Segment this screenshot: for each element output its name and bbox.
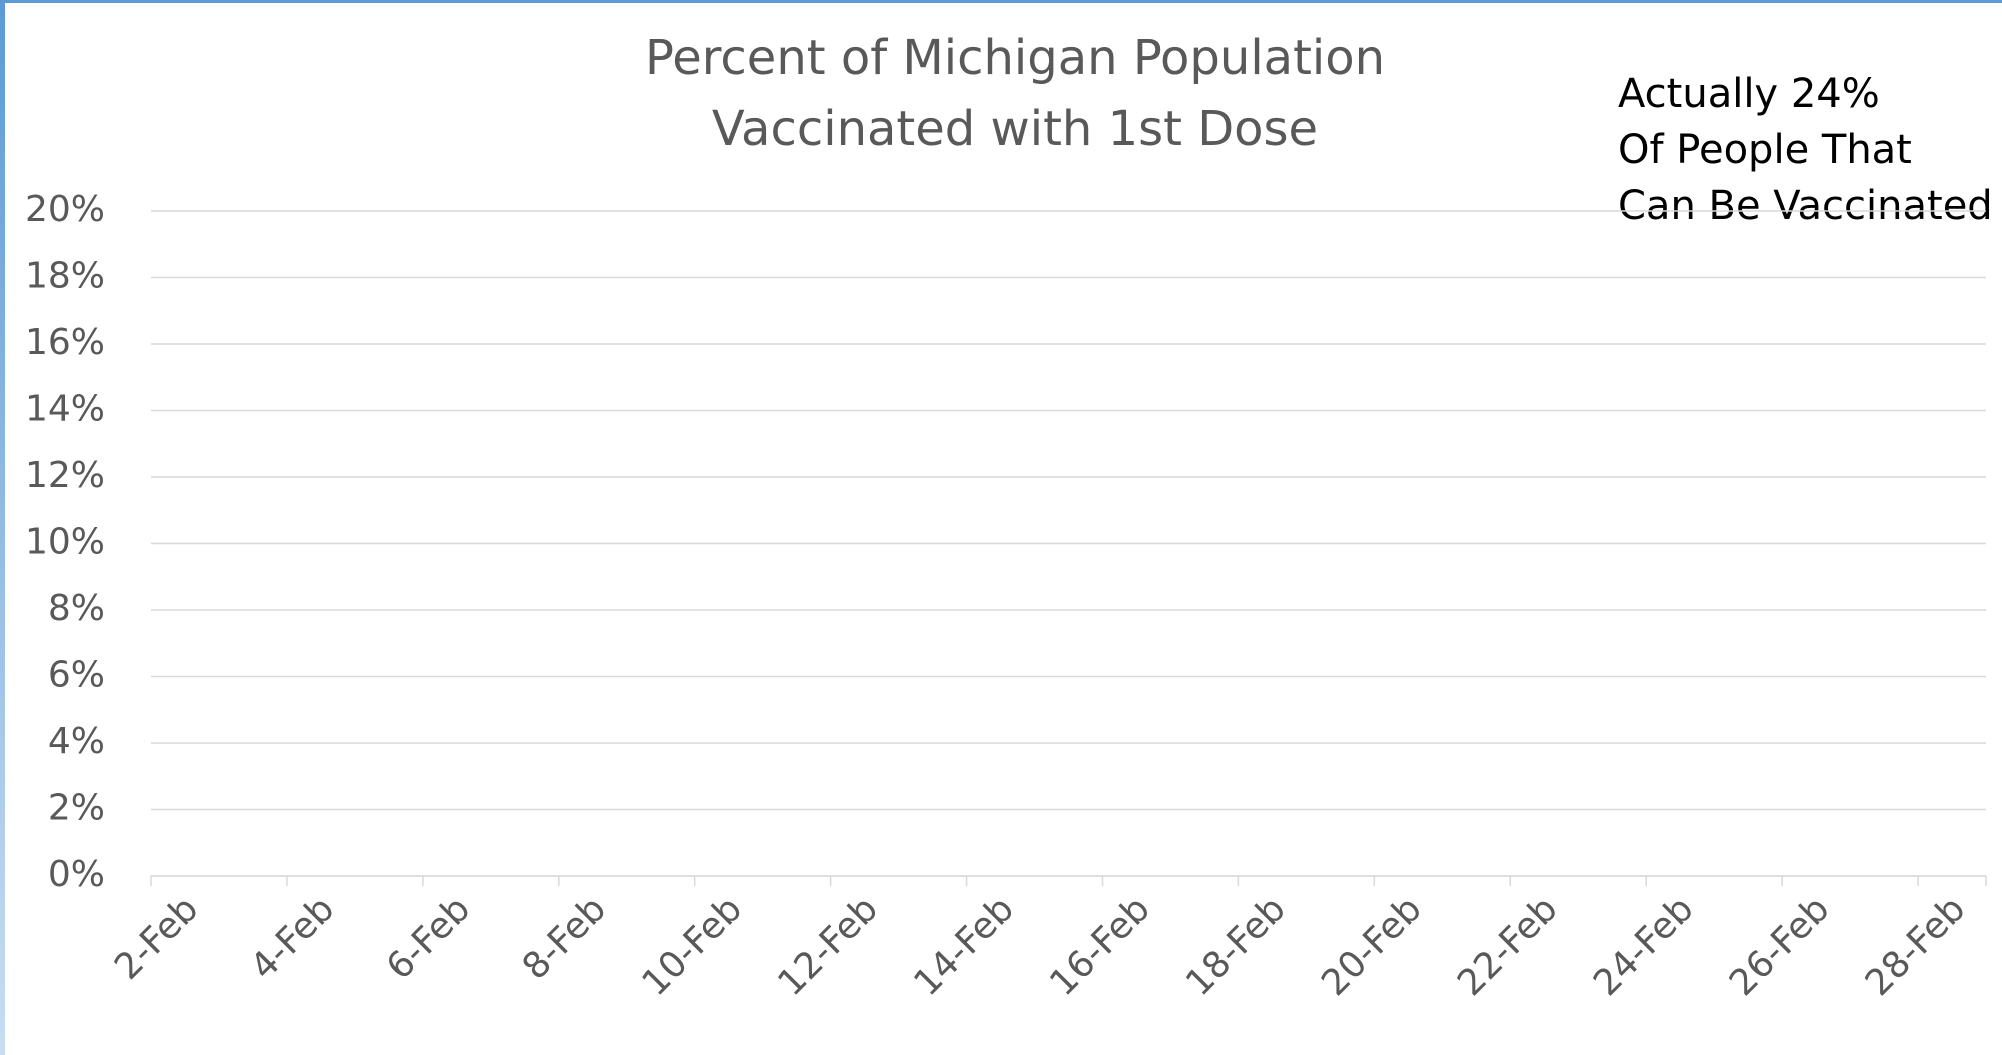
y-tick-label: 16% (25, 322, 105, 363)
y-tick-label: 2% (48, 788, 105, 829)
y-tick-label: 20% (25, 189, 105, 230)
x-tick-label: 6-Feb (379, 888, 478, 987)
x-tick-label: 2-Feb (107, 888, 206, 987)
x-tick-label: 8-Feb (515, 888, 614, 987)
x-tick-label: 22-Feb (1450, 888, 1566, 1004)
annotation: Can Be Vaccinated (1618, 183, 1993, 229)
x-tick-label: 20-Feb (1314, 888, 1430, 1004)
y-tick-label: 10% (25, 522, 105, 563)
y-tick-label: 12% (25, 455, 105, 496)
x-tick-label: 4-Feb (243, 888, 342, 987)
chart-title: Vaccinated with 1st Dose (712, 101, 1318, 157)
y-tick-label: 4% (48, 721, 105, 762)
y-tick-label: 8% (48, 588, 105, 629)
x-tick-label: 16-Feb (1042, 888, 1158, 1004)
left-border (0, 0, 5, 1055)
x-tick-label: 18-Feb (1178, 888, 1294, 1004)
annotation: Of People That (1618, 127, 1912, 173)
top-border (0, 0, 2002, 3)
y-tick-label: 18% (25, 256, 105, 297)
y-tick-label: 0% (48, 854, 105, 895)
x-tick-label: 10-Feb (634, 888, 750, 1004)
x-tick-label: 14-Feb (906, 888, 1022, 1004)
chart-title: Percent of Michigan Population (645, 30, 1385, 86)
x-tick-label: 28-Feb (1858, 888, 1974, 1004)
y-tick-label: 6% (48, 655, 105, 696)
x-tick-label: 12-Feb (770, 888, 886, 1004)
x-tick-label: 24-Feb (1586, 888, 1702, 1004)
x-tick-label: 26-Feb (1722, 888, 1838, 1004)
y-tick-label: 14% (25, 389, 105, 430)
annotation: Actually 24% (1618, 71, 1880, 117)
